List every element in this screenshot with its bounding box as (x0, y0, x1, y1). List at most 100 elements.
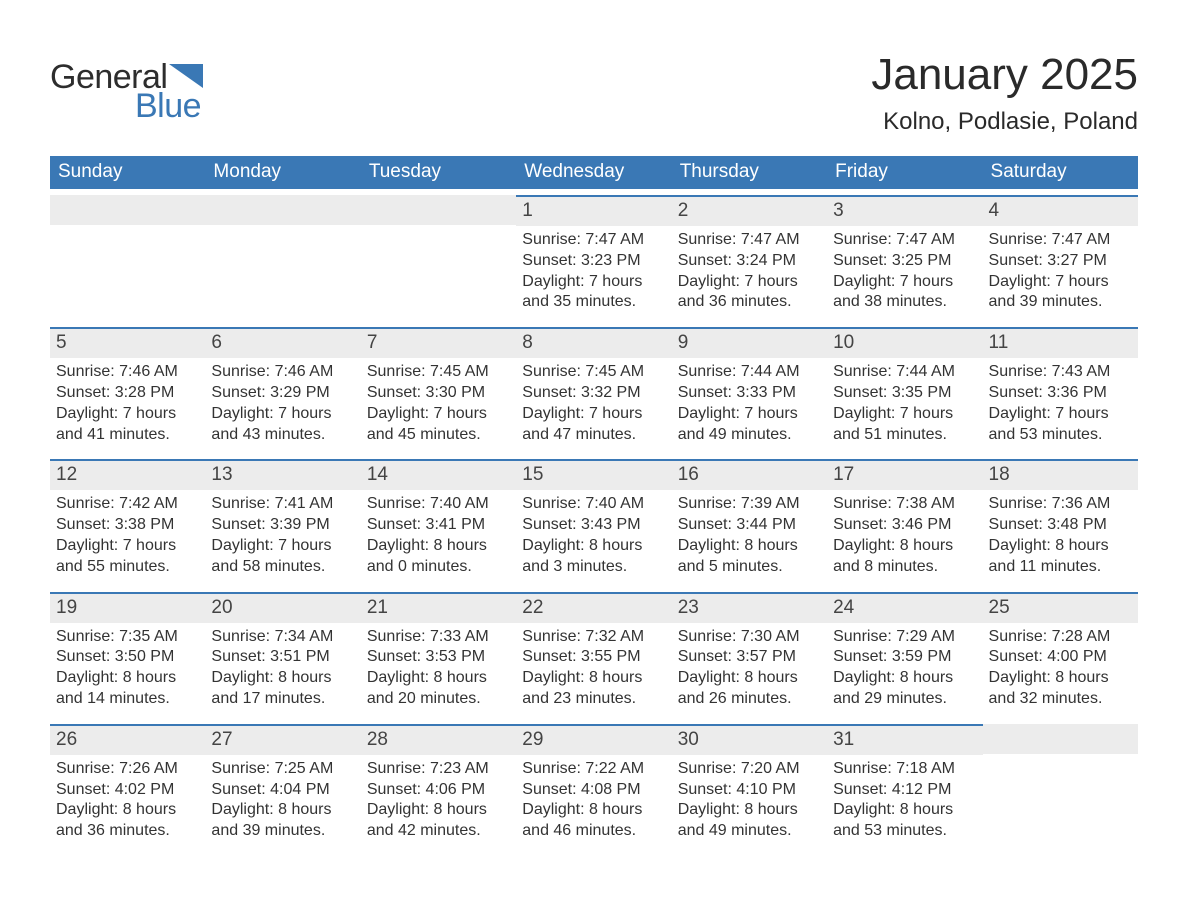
day-dl2: and 45 minutes. (367, 425, 510, 446)
day-dl1: Daylight: 8 hours (833, 800, 976, 821)
day-sunset: Sunset: 3:24 PM (678, 251, 821, 272)
day-dl1: Daylight: 7 hours (56, 536, 199, 557)
day-number: 1 (516, 195, 671, 226)
day-sunset: Sunset: 3:53 PM (367, 647, 510, 668)
day-dl2: and 20 minutes. (367, 689, 510, 710)
day-details: Sunrise: 7:36 AMSunset: 3:48 PMDaylight:… (983, 490, 1138, 583)
day-cell: 7Sunrise: 7:45 AMSunset: 3:30 PMDaylight… (361, 327, 516, 451)
day-sunset: Sunset: 3:50 PM (56, 647, 199, 668)
day-details: Sunrise: 7:30 AMSunset: 3:57 PMDaylight:… (672, 623, 827, 716)
day-dl2: and 35 minutes. (522, 292, 665, 313)
day-dl1: Daylight: 8 hours (989, 668, 1132, 689)
day-sunset: Sunset: 3:28 PM (56, 383, 199, 404)
day-number: 28 (361, 724, 516, 755)
dayname-row: SundayMondayTuesdayWednesdayThursdayFrid… (50, 156, 1138, 189)
day-cell: 21Sunrise: 7:33 AMSunset: 3:53 PMDayligh… (361, 592, 516, 716)
dayname-friday: Friday (827, 156, 982, 189)
day-cell: 19Sunrise: 7:35 AMSunset: 3:50 PMDayligh… (50, 592, 205, 716)
day-cell: 29Sunrise: 7:22 AMSunset: 4:08 PMDayligh… (516, 724, 671, 848)
day-cell: 2Sunrise: 7:47 AMSunset: 3:24 PMDaylight… (672, 195, 827, 319)
day-cell: 24Sunrise: 7:29 AMSunset: 3:59 PMDayligh… (827, 592, 982, 716)
day-dl1: Daylight: 8 hours (522, 668, 665, 689)
week-row: 12Sunrise: 7:42 AMSunset: 3:38 PMDayligh… (50, 459, 1138, 583)
day-sunset: Sunset: 4:12 PM (833, 780, 976, 801)
day-cell: 31Sunrise: 7:18 AMSunset: 4:12 PMDayligh… (827, 724, 982, 848)
day-sunset: Sunset: 4:06 PM (367, 780, 510, 801)
day-number (361, 195, 516, 225)
day-number: 27 (205, 724, 360, 755)
day-details: Sunrise: 7:23 AMSunset: 4:06 PMDaylight:… (361, 755, 516, 848)
dayname-wednesday: Wednesday (516, 156, 671, 189)
day-sunrise: Sunrise: 7:26 AM (56, 759, 199, 780)
day-details: Sunrise: 7:42 AMSunset: 3:38 PMDaylight:… (50, 490, 205, 583)
day-details: Sunrise: 7:47 AMSunset: 3:23 PMDaylight:… (516, 226, 671, 319)
day-cell: 30Sunrise: 7:20 AMSunset: 4:10 PMDayligh… (672, 724, 827, 848)
day-dl1: Daylight: 8 hours (833, 668, 976, 689)
day-details: Sunrise: 7:46 AMSunset: 3:29 PMDaylight:… (205, 358, 360, 451)
day-dl1: Daylight: 8 hours (211, 800, 354, 821)
day-sunset: Sunset: 3:59 PM (833, 647, 976, 668)
day-dl2: and 38 minutes. (833, 292, 976, 313)
day-sunrise: Sunrise: 7:20 AM (678, 759, 821, 780)
day-dl1: Daylight: 8 hours (367, 536, 510, 557)
day-number: 10 (827, 327, 982, 358)
day-sunset: Sunset: 4:02 PM (56, 780, 199, 801)
day-details: Sunrise: 7:45 AMSunset: 3:32 PMDaylight:… (516, 358, 671, 451)
day-number: 6 (205, 327, 360, 358)
day-number: 23 (672, 592, 827, 623)
day-sunrise: Sunrise: 7:45 AM (522, 362, 665, 383)
day-number: 12 (50, 459, 205, 490)
day-dl1: Daylight: 8 hours (522, 800, 665, 821)
day-details: Sunrise: 7:38 AMSunset: 3:46 PMDaylight:… (827, 490, 982, 583)
day-cell: 23Sunrise: 7:30 AMSunset: 3:57 PMDayligh… (672, 592, 827, 716)
day-number: 2 (672, 195, 827, 226)
day-sunrise: Sunrise: 7:41 AM (211, 494, 354, 515)
day-dl2: and 53 minutes. (833, 821, 976, 842)
day-dl2: and 23 minutes. (522, 689, 665, 710)
day-number: 26 (50, 724, 205, 755)
day-sunset: Sunset: 4:08 PM (522, 780, 665, 801)
day-sunset: Sunset: 3:48 PM (989, 515, 1132, 536)
day-details: Sunrise: 7:40 AMSunset: 3:41 PMDaylight:… (361, 490, 516, 583)
day-sunset: Sunset: 4:10 PM (678, 780, 821, 801)
day-number: 19 (50, 592, 205, 623)
page-header: General Blue January 2025 Kolno, Podlasi… (50, 50, 1138, 136)
day-sunset: Sunset: 3:30 PM (367, 383, 510, 404)
day-sunrise: Sunrise: 7:23 AM (367, 759, 510, 780)
day-dl1: Daylight: 8 hours (678, 668, 821, 689)
day-sunrise: Sunrise: 7:33 AM (367, 627, 510, 648)
week-row: 1Sunrise: 7:47 AMSunset: 3:23 PMDaylight… (50, 195, 1138, 319)
day-details: Sunrise: 7:40 AMSunset: 3:43 PMDaylight:… (516, 490, 671, 583)
day-dl1: Daylight: 7 hours (211, 404, 354, 425)
day-dl2: and 17 minutes. (211, 689, 354, 710)
day-sunrise: Sunrise: 7:40 AM (367, 494, 510, 515)
day-sunrise: Sunrise: 7:22 AM (522, 759, 665, 780)
day-number (50, 195, 205, 225)
day-dl1: Daylight: 8 hours (56, 800, 199, 821)
day-dl1: Daylight: 8 hours (833, 536, 976, 557)
day-dl1: Daylight: 7 hours (56, 404, 199, 425)
day-sunrise: Sunrise: 7:46 AM (211, 362, 354, 383)
day-dl1: Daylight: 7 hours (989, 404, 1132, 425)
day-dl1: Daylight: 8 hours (678, 800, 821, 821)
day-cell: 8Sunrise: 7:45 AMSunset: 3:32 PMDaylight… (516, 327, 671, 451)
day-number: 16 (672, 459, 827, 490)
day-details: Sunrise: 7:26 AMSunset: 4:02 PMDaylight:… (50, 755, 205, 848)
day-dl2: and 29 minutes. (833, 689, 976, 710)
day-sunrise: Sunrise: 7:47 AM (989, 230, 1132, 251)
day-dl1: Daylight: 7 hours (989, 272, 1132, 293)
day-details: Sunrise: 7:25 AMSunset: 4:04 PMDaylight:… (205, 755, 360, 848)
empty-cell (361, 195, 516, 319)
day-dl2: and 55 minutes. (56, 557, 199, 578)
day-details: Sunrise: 7:45 AMSunset: 3:30 PMDaylight:… (361, 358, 516, 451)
day-number: 4 (983, 195, 1138, 226)
empty-cell (205, 195, 360, 319)
day-details: Sunrise: 7:41 AMSunset: 3:39 PMDaylight:… (205, 490, 360, 583)
day-dl1: Daylight: 8 hours (522, 536, 665, 557)
title-block: January 2025 Kolno, Podlasie, Poland (871, 50, 1138, 136)
day-sunset: Sunset: 3:36 PM (989, 383, 1132, 404)
day-sunset: Sunset: 3:35 PM (833, 383, 976, 404)
day-cell: 14Sunrise: 7:40 AMSunset: 3:41 PMDayligh… (361, 459, 516, 583)
day-sunrise: Sunrise: 7:36 AM (989, 494, 1132, 515)
day-cell: 9Sunrise: 7:44 AMSunset: 3:33 PMDaylight… (672, 327, 827, 451)
